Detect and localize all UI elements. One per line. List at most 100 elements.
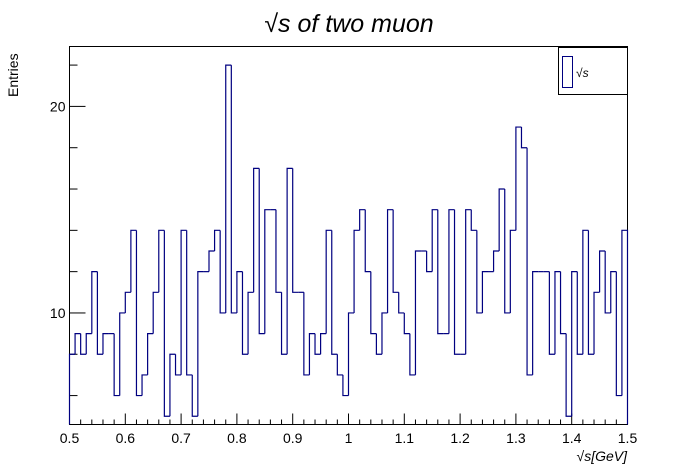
x-tick-label: 1.5 [618,430,638,446]
histogram-bin [520,127,528,149]
histogram-bin [559,271,567,335]
histogram-bin [509,229,516,313]
histogram-bin [303,292,310,376]
y-axis-label: Entries [5,53,21,97]
histogram-bin [147,333,154,375]
histogram-bin [532,271,539,375]
histogram-bin [247,291,254,355]
histogram-bin [554,271,561,355]
y-axis-tick-labels: 10 20 [50,98,66,321]
x-tick-label: 1.2 [450,430,470,446]
x-tick-label: 0.5 [60,430,80,446]
histogram-series [68,64,629,425]
histogram-bin [152,291,159,334]
histogram-bin [331,230,338,355]
histogram-bin [80,333,87,355]
histogram-bin [481,271,488,313]
x-tick-label: 1.4 [562,430,582,446]
histogram-bin [409,333,416,376]
histogram-bin [347,312,355,396]
histogram-bin [180,229,187,375]
histogram-bin [286,167,293,355]
histogram-bin [448,209,455,334]
histogram-bin [124,291,131,313]
histogram-bin [504,189,511,314]
histogram-bin [230,65,237,314]
legend-entry-label: √s [576,66,589,80]
x-axis-tick-labels: 0.5 0.6 0.7 0.8 0.9 1 1.1 1.2 1.3 1.4 1.5 [60,430,638,446]
x-tick-label: 0.9 [283,430,303,446]
histogram-bin [280,292,288,355]
histogram-bin [191,374,198,417]
histogram-bin [615,271,622,397]
histogram-bin [308,333,316,375]
histogram-bin [102,333,109,355]
histogram-bin [113,333,120,397]
histogram-bin [158,229,165,293]
x-tick-label: 0.6 [116,430,136,446]
histogram-bin [342,374,349,397]
histogram-bin [604,250,611,314]
histogram-bin [431,209,438,272]
histogram-bin [130,229,137,293]
histogram-bin [359,209,366,231]
y-axis-ticks [69,64,86,397]
histogram-bin [582,229,589,355]
histogram-bin [370,271,377,335]
histogram-bin [320,333,327,355]
histogram-bin [571,271,578,417]
histogram-bin [381,312,388,355]
x-tick-label: 0.8 [227,430,247,446]
histogram-bin [437,209,444,335]
histogram-bin [353,229,360,313]
legend-swatch [562,56,573,88]
histogram-bin [119,312,126,396]
histogram-bin [325,229,332,334]
histogram-bin [526,147,533,376]
histogram-bin [197,271,204,417]
histogram-bin [141,374,148,396]
histogram-bin [96,271,103,355]
histogram-bin [403,312,410,335]
histogram-bin [258,168,265,335]
chart-title: √s of two muon [264,10,433,38]
histogram-bin [186,230,193,376]
histogram-bin [386,209,394,313]
x-tick-label: 0.7 [171,430,191,446]
x-axis-label: √s[GeV] [577,448,629,464]
histogram-bin [336,354,343,376]
histogram-bin [135,230,143,397]
histogram-bin [576,271,583,355]
x-tick-label: 1.3 [506,430,526,446]
histogram-bin [74,333,81,355]
histogram-bin [169,353,176,417]
histogram-bin [225,64,232,313]
histogram-bin [470,209,477,231]
histogram-bin [610,271,617,313]
x-tick-label: 1.1 [395,430,415,446]
histogram-bin [91,271,98,334]
histogram-bin [593,291,600,355]
histogram-bin [219,230,226,314]
histogram-bin [498,188,505,251]
histogram-bin [398,292,405,314]
histogram-bin [465,209,472,355]
x-tick-label: 1 [345,430,353,446]
histogram-bin [414,250,422,375]
histogram-bin [314,333,321,355]
histogram-bin [85,333,92,355]
histogram-bin [599,250,606,293]
histogram-bin [587,230,595,355]
histogram-bin [174,354,182,376]
y-tick-label: 10 [50,305,66,321]
histogram-bin [515,126,522,231]
histogram-bin [264,209,271,334]
histogram-bin [392,209,399,293]
histogram-bin [375,333,382,355]
histogram-bin [213,229,221,251]
histogram-bin [621,229,629,425]
histogram-bin [292,168,299,293]
histogram-bin [68,353,76,425]
histogram-bin [476,230,483,314]
